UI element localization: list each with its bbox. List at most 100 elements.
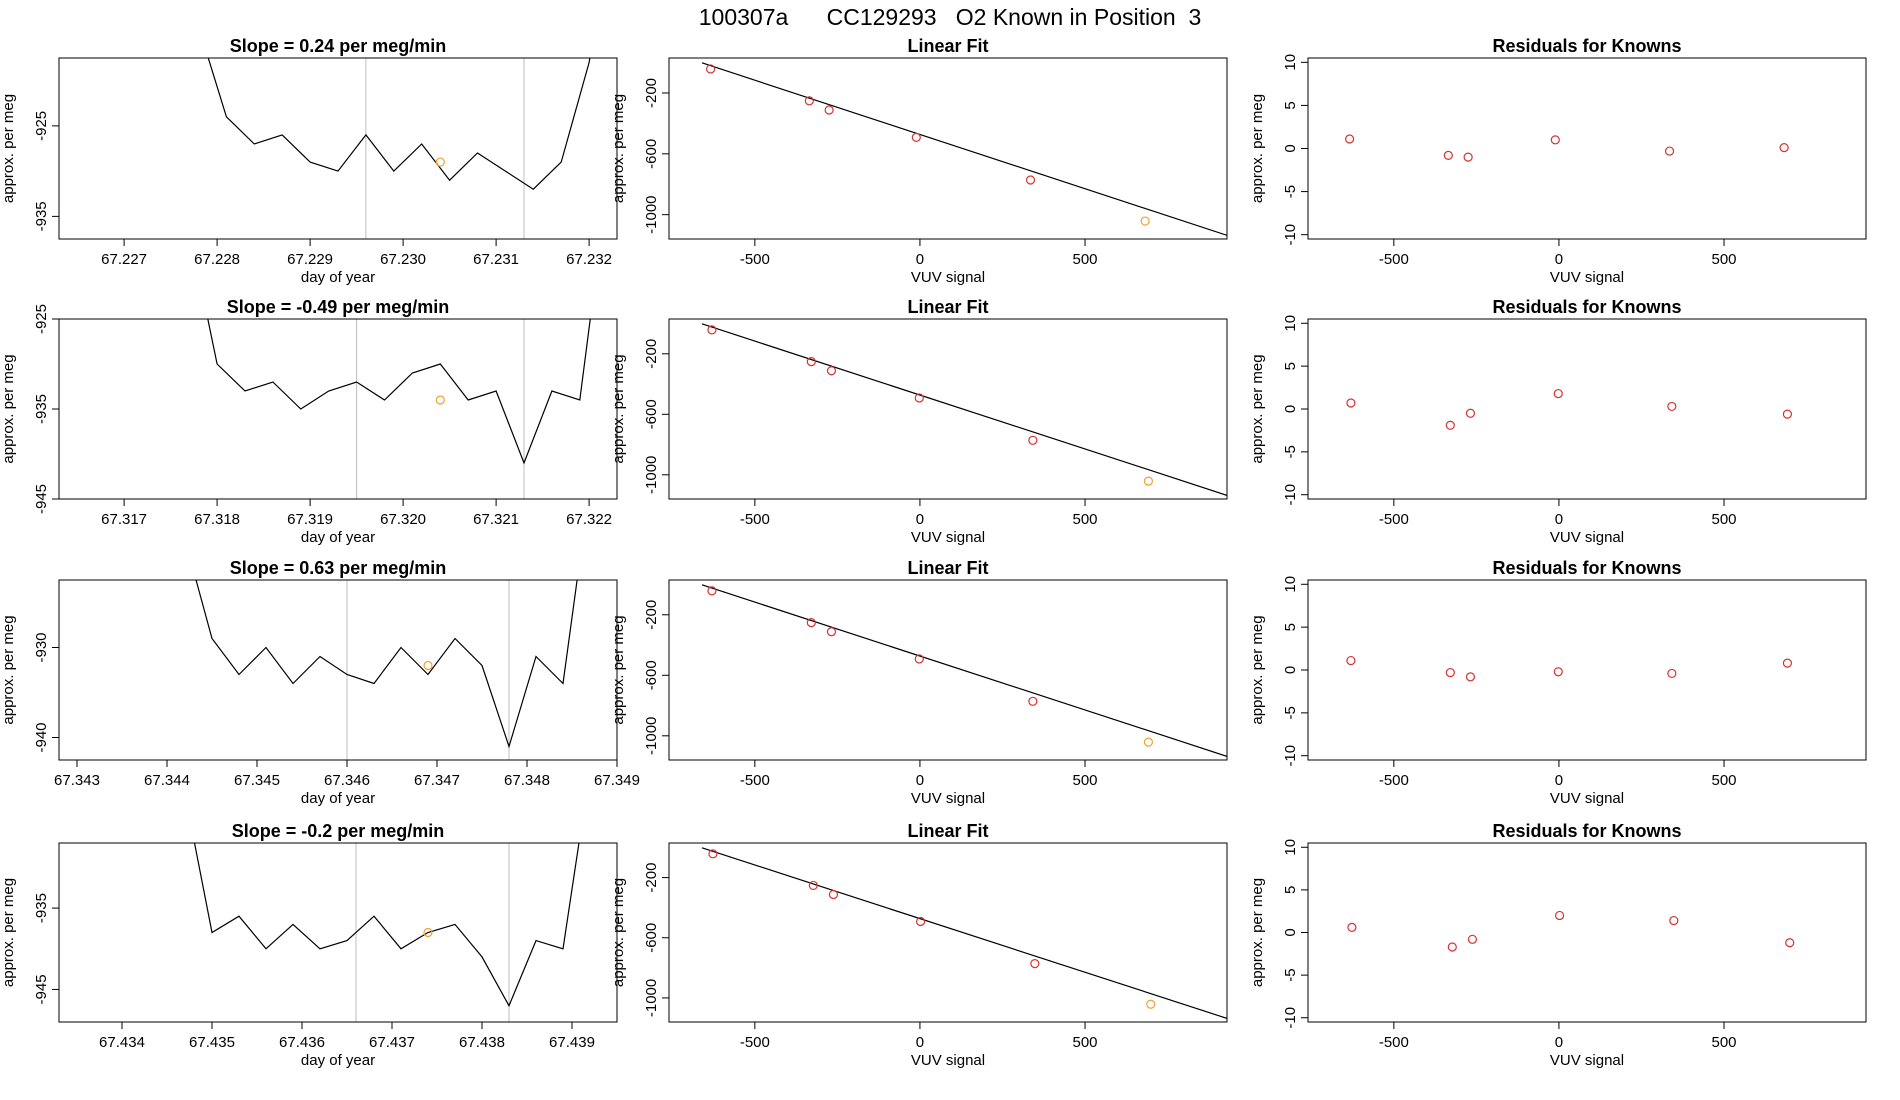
plot-area [193, 843, 580, 1022]
data-point [1030, 959, 1040, 969]
x-tick-label: 67.232 [566, 251, 612, 268]
row4-residuals-panel: Residuals for Knowns -500 0 500 VUV signal 10… [1249, 821, 1867, 1069]
y-tick-label: -5 [1282, 445, 1299, 458]
y-tick-label: -600 [643, 399, 660, 429]
plot-frame [58, 318, 618, 500]
plot-frame [58, 842, 618, 1023]
y-tick-label: 0 [1282, 666, 1299, 674]
residual-point [1785, 938, 1795, 948]
x-tick-label: 67.322 [566, 511, 612, 528]
y-tick-label: -1000 [643, 979, 660, 1017]
row4-time-panel: Slope = -0.2 per meg/min 67.434 67.435 67.4… [0, 821, 618, 1069]
data-point [806, 618, 816, 628]
residual-point [1445, 420, 1455, 430]
row3-time-panel: Slope = 0.63 per meg/min 67.343 67.344 67.3… [0, 558, 640, 807]
y-tick-label: -10 [1282, 1007, 1299, 1029]
panel-title: Residuals for Knowns [1492, 297, 1681, 317]
y-tick-label: 10 [1282, 315, 1299, 332]
x-tick-label: 67.343 [54, 772, 100, 789]
x-axis-label: day of year [301, 269, 375, 286]
y-tick-label: -10 [1282, 745, 1299, 767]
y-tick-label: -945 [33, 484, 50, 514]
x-tick-label: 0 [1555, 1034, 1563, 1051]
y-axis-label: approx. per meg [1249, 615, 1266, 724]
y-axis-label: approx. per meg [1249, 94, 1266, 203]
y-tick-label: -600 [643, 660, 660, 690]
series-line [193, 843, 580, 1008]
y-tick-label: -10 [1282, 484, 1299, 506]
data-point [707, 586, 717, 596]
y-axis-label: approx. per meg [610, 354, 627, 463]
x-tick-label: 67.434 [99, 1034, 145, 1051]
y-tick-label: -935 [33, 201, 50, 231]
y-tick-label: 5 [1282, 623, 1299, 631]
plot-frame [668, 579, 1228, 761]
row2-time-panel: Slope = -0.49 per meg/min 67.317 67.318 67.… [0, 297, 618, 546]
y-tick-label: 5 [1282, 886, 1299, 894]
row4-fit-panel: Linear Fit -500 0 500 VUV signal -200 -600 -100… [610, 821, 1228, 1069]
series-line [195, 580, 578, 749]
data-point [806, 357, 816, 367]
fit-line [701, 584, 1227, 757]
x-axis-label: VUV signal [1550, 790, 1624, 807]
x-tick-label: 67.318 [194, 511, 240, 528]
plot-area [1346, 388, 1793, 430]
y-tick-label: -925 [33, 304, 50, 334]
fit-line [701, 62, 1227, 236]
residual-point [1345, 134, 1355, 144]
data-point [1143, 476, 1154, 486]
residual-point [1465, 408, 1476, 418]
y-axis-label: approx. per meg [610, 94, 627, 203]
residual-point [1347, 922, 1357, 932]
x-tick-label: 67.227 [101, 251, 147, 268]
panel-title: Residuals for Knowns [1492, 558, 1681, 578]
y-tick-label: -600 [643, 139, 660, 169]
x-tick-label: 0 [916, 251, 924, 268]
plot-frame [58, 579, 618, 761]
x-tick-label: -500 [1379, 772, 1409, 789]
residual-point [1346, 398, 1356, 408]
data-point [1025, 175, 1036, 185]
data-point [1146, 999, 1156, 1009]
series-line [207, 319, 591, 465]
y-tick-label: 5 [1282, 101, 1299, 109]
plot-frame [668, 842, 1228, 1023]
x-tick-label: 0 [916, 772, 924, 789]
x-tick-label: 67.435 [189, 1034, 235, 1051]
x-tick-label: 0 [1555, 511, 1563, 528]
x-axis-label: VUV signal [911, 790, 985, 807]
x-tick-label: 67.228 [194, 251, 240, 268]
row3-fit-panel: Linear Fit -500 0 500 VUV signal -200 -600 -100… [610, 558, 1228, 807]
data-point [826, 627, 837, 637]
plot-frame [1307, 842, 1867, 1023]
y-tick-label: 0 [1282, 928, 1299, 936]
x-axis-label: VUV signal [911, 1052, 985, 1069]
panel-title: Linear Fit [907, 297, 988, 317]
highlight-point [423, 927, 433, 938]
y-tick-label: -200 [643, 600, 660, 630]
plot-area [195, 580, 578, 760]
data-point [915, 916, 926, 927]
x-axis-label: VUV signal [1550, 269, 1624, 286]
x-tick-label: -500 [1379, 251, 1409, 268]
residual-point [1667, 401, 1677, 412]
x-tick-label: 67.347 [414, 772, 460, 789]
residual-point [1447, 942, 1457, 952]
series-line [207, 58, 591, 190]
x-tick-label: 500 [1712, 511, 1737, 528]
residual-point [1782, 409, 1793, 419]
plot-frame [1307, 57, 1867, 240]
y-axis-label: approx. per meg [0, 94, 17, 203]
y-tick-label: -935 [33, 893, 50, 923]
panel-title: Slope = 0.24 per meg/min [230, 36, 447, 56]
y-tick-label: -200 [643, 78, 660, 108]
x-axis-label: VUV signal [911, 529, 985, 546]
y-axis-label: approx. per meg [0, 878, 17, 987]
y-tick-label: -945 [33, 974, 50, 1004]
data-point [1140, 216, 1150, 226]
residual-point [1779, 143, 1789, 153]
data-point [706, 64, 716, 74]
y-axis-label: approx. per meg [0, 354, 17, 463]
y-axis-label: approx. per meg [0, 615, 17, 724]
